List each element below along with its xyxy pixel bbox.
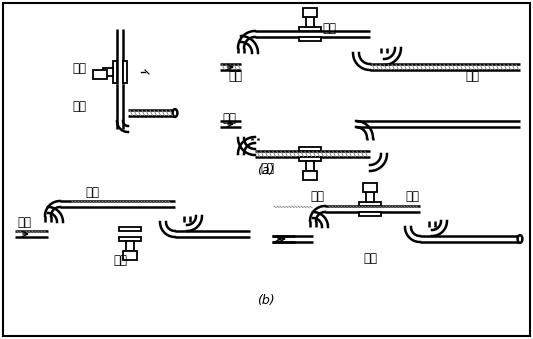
Text: 正确: 正确 [113, 254, 127, 266]
Ellipse shape [518, 235, 522, 243]
Bar [366, 192, 374, 202]
Bar [299, 147, 321, 151]
Text: 液体: 液体 [260, 162, 274, 176]
Bar [359, 212, 381, 216]
Bar [299, 37, 321, 41]
Ellipse shape [173, 109, 177, 117]
Text: 气泡: 气泡 [405, 191, 419, 203]
Bar [299, 157, 321, 161]
Text: 错误: 错误 [222, 113, 236, 125]
Bar [299, 27, 321, 31]
Text: 气泡: 气泡 [17, 216, 31, 228]
Text: 液体: 液体 [72, 100, 86, 114]
Bar [306, 17, 314, 27]
Text: 错误: 错误 [363, 253, 377, 265]
Text: 液体: 液体 [465, 71, 479, 83]
Bar [93, 70, 107, 79]
Bar [113, 61, 117, 83]
Text: 气泡: 气泡 [310, 191, 324, 203]
Text: 正确: 正确 [322, 22, 336, 36]
Text: 气泡: 气泡 [85, 185, 99, 199]
Bar [303, 171, 317, 180]
Text: (b): (b) [257, 294, 275, 307]
Bar [126, 241, 134, 251]
Bar [306, 161, 314, 171]
Bar [363, 183, 377, 192]
Bar [123, 61, 127, 83]
Text: 液体: 液体 [228, 71, 242, 83]
Bar [119, 237, 141, 241]
Bar [103, 68, 113, 76]
Text: 正确: 正确 [72, 62, 86, 76]
Bar [119, 227, 141, 231]
Bar [359, 202, 381, 206]
Bar [123, 251, 137, 260]
Bar [303, 8, 317, 17]
Text: (a): (a) [257, 164, 274, 177]
